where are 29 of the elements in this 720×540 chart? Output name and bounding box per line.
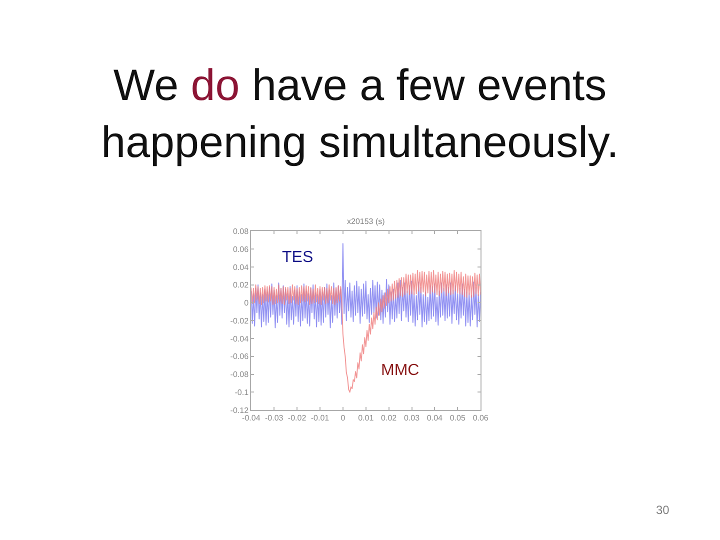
y-tick-label: 0.02 xyxy=(232,280,250,290)
x-tick-label: -0.04 xyxy=(242,414,261,423)
series-label: MMC xyxy=(381,362,420,379)
y-tick-label: 0.08 xyxy=(232,226,250,236)
x-tick-label: 0.03 xyxy=(404,414,420,423)
series-label: TES xyxy=(282,249,314,266)
y-tick-label: -0.06 xyxy=(230,352,250,362)
x-tick-label: 0.05 xyxy=(450,414,466,423)
y-tick-label: -0.1 xyxy=(234,388,250,398)
x-tick-label: 0.06 xyxy=(472,414,489,423)
x-tick-label: -0.02 xyxy=(288,414,307,423)
x-tick-label: 0 xyxy=(340,414,346,423)
text: x20153 (s) xyxy=(347,217,386,226)
y-tick-label: 0 xyxy=(244,298,250,308)
y-tick-label: -0.12 xyxy=(230,406,250,415)
y-tick-label: 0.04 xyxy=(232,262,250,272)
x-tick-label: 0.01 xyxy=(358,414,374,423)
x-tick-label: 0.02 xyxy=(381,414,398,423)
y-tick-label: -0.08 xyxy=(230,370,250,380)
x-tick-label: -0.01 xyxy=(310,414,330,423)
line-series xyxy=(251,270,481,393)
chart-title: We do have a few events happening simultaneously. xyxy=(101,61,619,168)
y-tick-label: 0.06 xyxy=(232,244,250,254)
text: 30 xyxy=(656,503,670,517)
x-tick-label: -0.03 xyxy=(264,414,284,423)
y-tick-label: -0.04 xyxy=(230,334,250,344)
x-tick-label: 0.04 xyxy=(426,414,444,423)
line-series xyxy=(251,243,481,328)
y-tick-label: -0.02 xyxy=(230,316,250,326)
